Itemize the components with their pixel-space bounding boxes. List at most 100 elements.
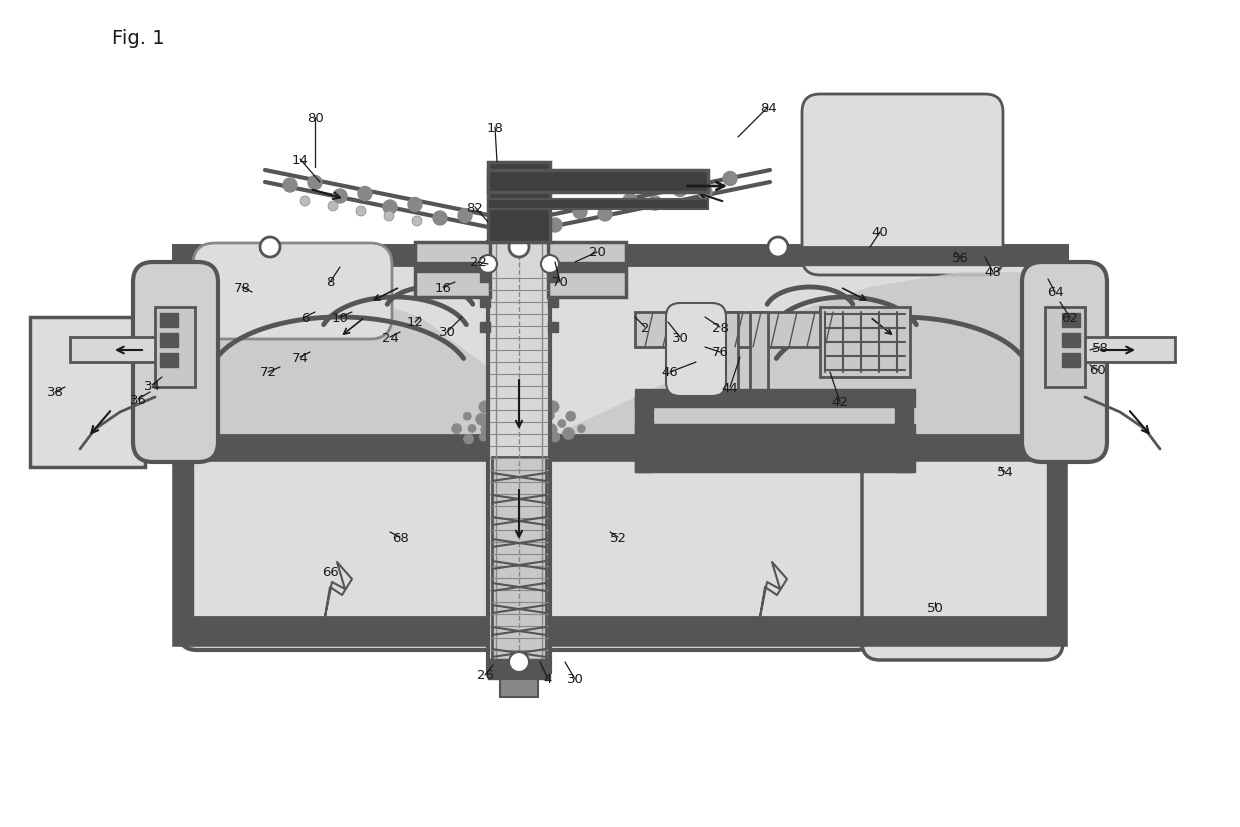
Circle shape: [502, 397, 512, 408]
Text: 60: 60: [1090, 364, 1106, 377]
Circle shape: [356, 207, 366, 217]
Text: 80: 80: [306, 112, 324, 124]
Text: 6: 6: [301, 311, 309, 324]
Circle shape: [408, 198, 422, 213]
Text: 30: 30: [439, 326, 455, 339]
Text: 30: 30: [567, 672, 584, 686]
Bar: [175, 248, 1065, 457]
Circle shape: [723, 172, 737, 186]
Circle shape: [412, 217, 422, 227]
Text: 70: 70: [552, 276, 568, 289]
Bar: [635, 455, 915, 472]
FancyBboxPatch shape: [133, 263, 218, 462]
Text: 12: 12: [407, 316, 424, 329]
Bar: [548, 323, 558, 332]
Circle shape: [308, 176, 322, 190]
FancyBboxPatch shape: [862, 449, 1063, 660]
Bar: [489, 659, 551, 679]
Circle shape: [548, 218, 562, 232]
Bar: [489, 171, 708, 193]
Circle shape: [525, 424, 533, 433]
Circle shape: [527, 415, 537, 425]
Bar: [160, 333, 179, 347]
Bar: [489, 242, 551, 672]
Bar: [175, 248, 1065, 265]
Text: 56: 56: [951, 251, 968, 264]
Circle shape: [527, 405, 539, 417]
Text: 74: 74: [291, 351, 309, 364]
Circle shape: [300, 197, 310, 207]
Circle shape: [541, 256, 559, 274]
Text: 30: 30: [672, 331, 688, 344]
Circle shape: [491, 409, 501, 418]
Bar: [175, 436, 1065, 457]
Circle shape: [565, 412, 575, 422]
Circle shape: [502, 416, 510, 424]
Bar: [1061, 333, 1080, 347]
Circle shape: [511, 406, 518, 414]
Bar: [1047, 248, 1065, 457]
Circle shape: [768, 237, 787, 258]
Bar: [480, 273, 490, 283]
Bar: [415, 263, 490, 273]
Bar: [175, 457, 193, 638]
FancyBboxPatch shape: [802, 95, 1003, 275]
Bar: [69, 337, 160, 362]
Circle shape: [529, 425, 541, 437]
Circle shape: [358, 187, 372, 201]
Text: 14: 14: [291, 153, 309, 166]
Text: 16: 16: [434, 281, 451, 294]
Circle shape: [464, 434, 474, 444]
Circle shape: [490, 419, 500, 429]
Bar: [635, 390, 915, 408]
Bar: [635, 398, 653, 472]
Circle shape: [496, 428, 506, 437]
Circle shape: [563, 428, 574, 440]
Bar: [175, 439, 1065, 457]
Circle shape: [329, 202, 339, 212]
Circle shape: [467, 425, 476, 433]
Bar: [175, 460, 1065, 644]
Circle shape: [508, 653, 529, 672]
Bar: [750, 313, 768, 398]
Text: 76: 76: [712, 346, 728, 359]
Text: 52: 52: [610, 531, 626, 544]
Bar: [489, 163, 551, 242]
FancyBboxPatch shape: [179, 460, 505, 650]
FancyBboxPatch shape: [666, 304, 725, 396]
Bar: [548, 298, 558, 308]
Circle shape: [481, 424, 492, 436]
Text: 40: 40: [872, 227, 888, 239]
Text: 26: 26: [476, 669, 494, 681]
Bar: [1045, 308, 1085, 388]
Circle shape: [513, 413, 525, 424]
Text: 78: 78: [233, 281, 250, 294]
Bar: [720, 313, 738, 398]
Circle shape: [451, 424, 461, 434]
Circle shape: [534, 430, 544, 440]
Bar: [1047, 457, 1065, 638]
Bar: [548, 242, 626, 298]
Text: 62: 62: [1061, 311, 1079, 324]
Circle shape: [558, 420, 565, 428]
FancyBboxPatch shape: [533, 460, 874, 650]
Text: 22: 22: [470, 256, 486, 269]
Bar: [193, 265, 1047, 439]
Circle shape: [622, 194, 637, 208]
Circle shape: [464, 413, 471, 421]
Text: 82: 82: [466, 201, 484, 214]
Circle shape: [283, 179, 298, 193]
Text: Fig. 1: Fig. 1: [112, 28, 165, 47]
Bar: [175, 617, 1065, 643]
Circle shape: [547, 401, 559, 414]
Circle shape: [476, 414, 487, 426]
Text: 20: 20: [589, 246, 605, 259]
Circle shape: [492, 431, 503, 443]
Bar: [500, 679, 538, 697]
Text: 34: 34: [144, 379, 160, 392]
Bar: [635, 313, 835, 347]
Circle shape: [384, 212, 394, 222]
Circle shape: [516, 422, 526, 432]
Text: 2: 2: [641, 321, 650, 334]
Circle shape: [334, 189, 347, 203]
